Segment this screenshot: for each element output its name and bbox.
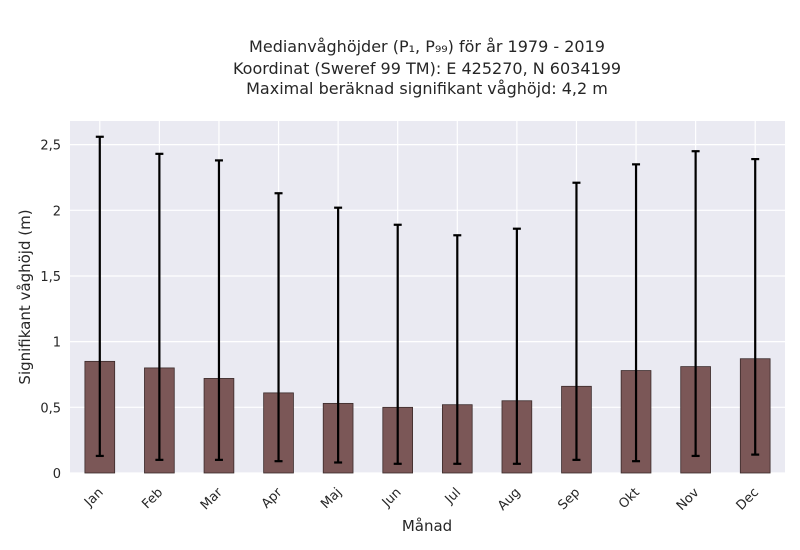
error-bar — [572, 181, 581, 461]
y-tick-label: 0,5 — [40, 401, 61, 416]
error-bar — [512, 227, 521, 465]
error-bar — [751, 157, 760, 456]
y-tick-label: 2 — [53, 204, 61, 219]
error-bar — [274, 192, 283, 463]
y-tick-label: 2,5 — [40, 139, 61, 154]
y-axis-label: Signifikant våghöjd (m) — [16, 209, 34, 384]
error-bar — [155, 152, 164, 461]
error-bar — [214, 159, 223, 461]
title-line-2: Koordinat (Sweref 99 TM): E 425270, N 60… — [233, 59, 621, 78]
error-bar — [691, 150, 700, 458]
error-bars — [95, 135, 760, 465]
y-tick-label: 1,5 — [40, 270, 61, 285]
error-bar — [334, 206, 343, 464]
title-line-1: Medianvåghöjder (P₁, P₉₉) för år 1979 - … — [249, 37, 605, 56]
x-axis-label: Månad — [402, 517, 452, 535]
title-line-3: Maximal beräknad signifikant våghöjd: 4,… — [246, 79, 608, 98]
plot-area — [70, 121, 785, 473]
error-bar — [632, 163, 641, 463]
y-axis-ticks: 0 0,5 1 1,5 2 2,5 — [40, 139, 61, 482]
error-bar — [95, 135, 104, 458]
error-bar — [453, 234, 462, 465]
y-tick-label: 1 — [53, 336, 61, 351]
y-tick-label: 0 — [53, 467, 61, 482]
error-bar — [393, 223, 402, 465]
chart-title: Medianvåghöjder (P₁, P₉₉) för år 1979 - … — [233, 37, 621, 98]
